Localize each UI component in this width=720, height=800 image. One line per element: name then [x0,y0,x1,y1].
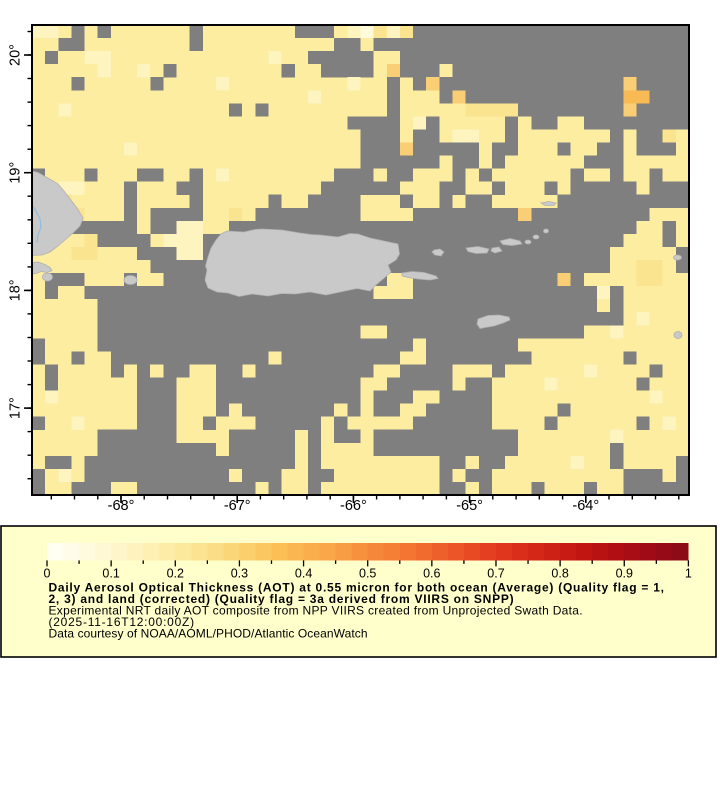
svg-text:-64°: -64° [572,498,599,514]
svg-text:0.9: 0.9 [616,567,633,581]
svg-text:Experimental NRT daily AOT com: Experimental NRT daily AOT composite fro… [49,604,583,618]
svg-text:0.5: 0.5 [359,567,376,581]
svg-text:Daily Aerosol Optical Thicknes: Daily Aerosol Optical Thickness (AOT) at… [49,581,665,595]
svg-text:Data courtesy of NOAA/AOML/PHO: Data courtesy of NOAA/AOML/PHOD/Atlantic… [49,627,368,641]
svg-text:0.4: 0.4 [295,567,312,581]
svg-text:20°: 20° [8,44,24,66]
svg-text:-66°: -66° [340,498,367,514]
svg-text:0.3: 0.3 [231,567,248,581]
svg-text:0.6: 0.6 [423,567,440,581]
svg-text:0: 0 [44,567,51,581]
svg-text:19°: 19° [8,162,24,184]
svg-text:-68°: -68° [108,498,135,514]
svg-text:0.8: 0.8 [551,567,568,581]
svg-text:18°: 18° [8,279,24,301]
svg-text:-65°: -65° [456,498,483,514]
svg-text:-67°: -67° [224,498,251,514]
svg-text:17°: 17° [8,397,24,419]
svg-text:2, 3) and land (corrected) (Qu: 2, 3) and land (corrected) (Quality flag… [49,592,515,606]
svg-text:0.1: 0.1 [102,567,119,581]
svg-text:0.7: 0.7 [487,567,504,581]
svg-text:0.2: 0.2 [167,567,184,581]
svg-text:(2025-11-16T12:00:00Z): (2025-11-16T12:00:00Z) [49,615,195,629]
svg-text:1: 1 [685,567,692,581]
